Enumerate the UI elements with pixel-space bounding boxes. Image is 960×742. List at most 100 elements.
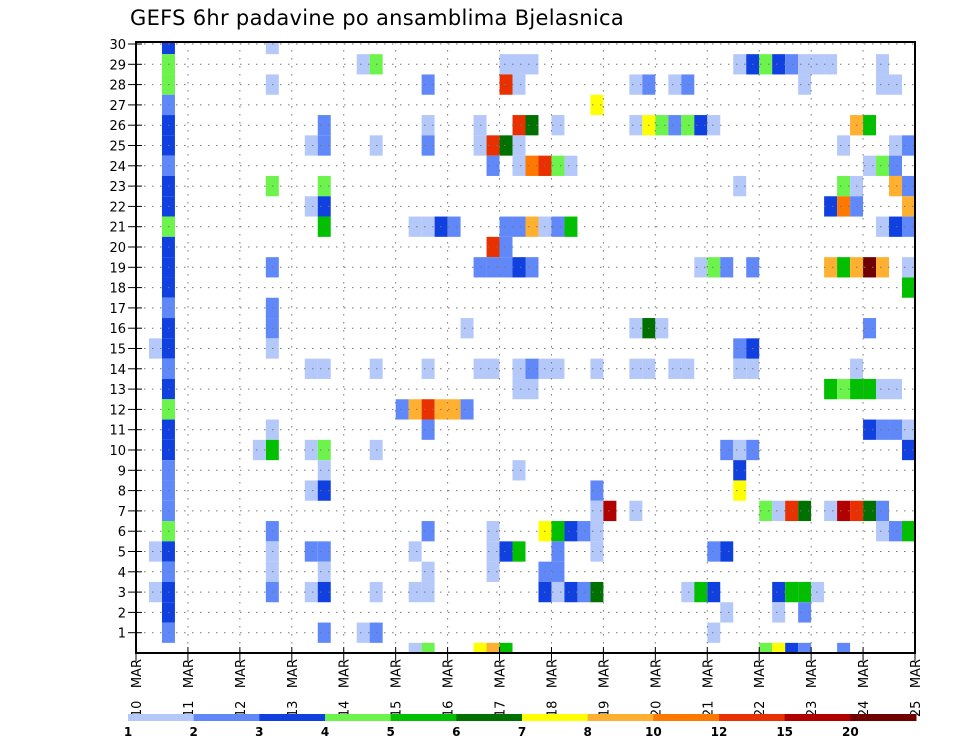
heatmap-cell — [798, 602, 812, 623]
heatmap-cell — [733, 439, 747, 461]
heatmap-cell — [798, 500, 812, 522]
y-tick-label: 1 — [118, 627, 126, 642]
heatmap-cell — [486, 257, 500, 278]
heatmap-cell — [785, 500, 799, 522]
heatmap-cell — [408, 216, 422, 237]
heatmap-cell — [317, 175, 331, 197]
heatmap-cell — [590, 581, 604, 603]
heatmap-cell — [499, 541, 513, 562]
heatmap-cell — [707, 622, 721, 643]
heatmap-cell — [499, 236, 513, 258]
heatmap-cell — [811, 54, 825, 75]
heatmap-cell — [733, 175, 747, 197]
heatmap-cell — [681, 581, 695, 603]
colorbar-label: 2 — [189, 725, 197, 739]
heatmap-cell — [551, 358, 565, 379]
heatmap-cell — [486, 236, 500, 258]
x-tick-label: 13 MAR — [286, 659, 301, 717]
heatmap-cell — [525, 257, 539, 278]
colorbar-label: 10 — [645, 725, 662, 739]
y-tick-label: 15 — [109, 343, 126, 358]
heatmap-cell — [421, 399, 435, 420]
heatmap-cell — [863, 419, 877, 440]
heatmap-cell — [889, 216, 903, 237]
heatmap-cell — [486, 561, 500, 582]
heatmap-cell — [876, 521, 890, 542]
y-tick-label: 20 — [109, 241, 126, 256]
heatmap-cell — [564, 581, 578, 603]
heatmap-cell — [304, 541, 318, 562]
colorbar-label: 12 — [711, 725, 728, 739]
y-tick-label: 27 — [109, 99, 126, 114]
heatmap-cell — [798, 581, 812, 603]
heatmap-cell — [876, 216, 890, 237]
heatmap-cell — [486, 521, 500, 542]
heatmap-cell — [421, 74, 435, 95]
y-tick-label: 10 — [109, 444, 126, 459]
heatmap-cell — [798, 54, 812, 75]
heatmap-cell — [304, 135, 318, 156]
heatmap-cell — [421, 521, 435, 542]
y-tick-label: 29 — [109, 58, 126, 73]
heatmap-cell — [356, 622, 370, 643]
y-tick-label: 8 — [118, 485, 126, 500]
heatmap-cell — [681, 115, 695, 136]
heatmap-cell — [824, 54, 838, 75]
heatmap-cell — [408, 399, 422, 420]
heatmap-cell — [668, 358, 682, 379]
heatmap-cell — [863, 500, 877, 522]
heatmap-cell — [798, 642, 812, 653]
heatmap-cell — [720, 602, 734, 623]
colorbar-label: 3 — [255, 725, 263, 739]
y-tick-label: 3 — [118, 586, 126, 601]
y-tick-label: 7 — [118, 505, 126, 520]
heatmap-cell — [759, 54, 773, 75]
heatmap-cell — [460, 399, 474, 420]
heatmap-cell — [655, 318, 669, 339]
heatmap-cell — [707, 541, 721, 562]
heatmap-cell — [499, 257, 513, 278]
colorbar-label: 4 — [321, 725, 329, 739]
heatmap-cell — [759, 642, 773, 653]
heatmap-cell — [889, 521, 903, 542]
heatmap-cell — [317, 135, 331, 156]
heatmap-cell — [421, 561, 435, 582]
heatmap-cell — [837, 642, 851, 653]
heatmap-cell — [694, 257, 708, 278]
heatmap-cell — [499, 54, 513, 75]
heatmap-cell — [421, 419, 435, 440]
heatmap-cell — [590, 541, 604, 562]
heatmap-cell — [889, 74, 903, 95]
heatmap-cell — [629, 74, 643, 95]
heatmap-cell — [577, 521, 591, 542]
heatmap-cell — [512, 54, 526, 75]
heatmap-cell — [499, 135, 513, 156]
cells-layer — [148, 42, 915, 653]
heatmap-cell — [499, 642, 513, 653]
heatmap-cell — [408, 541, 422, 562]
heatmap-cell — [447, 399, 461, 420]
heatmap-cell — [525, 216, 539, 237]
heatmap-cell — [603, 500, 617, 522]
heatmap-cell — [902, 277, 915, 298]
y-tick-label: 23 — [109, 180, 126, 195]
y-tick-label: 30 — [109, 38, 126, 53]
heatmap-cell — [551, 581, 565, 603]
heatmap-cell — [837, 378, 851, 400]
heatmap-cell — [681, 358, 695, 379]
heatmap-cell — [512, 115, 526, 136]
heatmap-cell — [902, 216, 915, 237]
heatmap-cell — [499, 74, 513, 95]
plot-frame — [135, 41, 916, 654]
heatmap-cell — [668, 74, 682, 95]
heatmap-cell — [876, 155, 890, 176]
heatmap-cell — [317, 460, 331, 481]
heatmap-cell — [902, 196, 915, 217]
heatmap-cell — [889, 175, 903, 197]
heatmap-cell — [824, 500, 838, 522]
heatmap-cell — [551, 541, 565, 562]
x-tick-label: 24 MAR — [857, 659, 872, 717]
heatmap-cell — [590, 94, 604, 116]
heatmap-cell — [629, 115, 643, 136]
heatmap-cell — [889, 378, 903, 400]
